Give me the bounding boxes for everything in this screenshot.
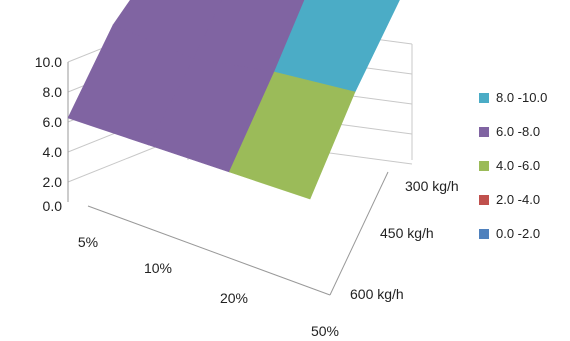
legend-swatch bbox=[479, 195, 489, 205]
legend-swatch bbox=[479, 127, 489, 137]
z-tick-label: 6.0 bbox=[43, 114, 63, 130]
z-tick-label: 2.0 bbox=[43, 174, 63, 190]
y-axis-line bbox=[329, 171, 389, 296]
legend-label: 2.0 -4.0 bbox=[496, 192, 540, 207]
z-tick-label: 0.0 bbox=[43, 198, 63, 214]
floor-axes bbox=[87, 171, 389, 296]
z-tick-label: 10.0 bbox=[35, 54, 62, 70]
y-tick-label: 600 kg/h bbox=[350, 286, 404, 302]
x-tick-labels: 5% 10% 20% 50% bbox=[78, 234, 339, 339]
surface-plot bbox=[67, 0, 400, 200]
x-tick-label: 5% bbox=[78, 234, 98, 250]
x-tick-label: 20% bbox=[220, 290, 248, 306]
y-tick-labels: 300 kg/h 450 kg/h 600 kg/h bbox=[350, 178, 459, 302]
legend-swatch bbox=[479, 161, 489, 171]
legend-label: 0.0 -2.0 bbox=[496, 226, 540, 241]
z-tick-label: 8.0 bbox=[43, 84, 63, 100]
x-tick-label: 10% bbox=[144, 260, 172, 276]
surface-cell bbox=[228, 71, 356, 200]
legend-swatch bbox=[479, 93, 489, 103]
y-tick-label: 450 kg/h bbox=[380, 225, 434, 241]
legend-label: 6.0 -8.0 bbox=[496, 124, 540, 139]
z-tick-labels: 10.0 8.0 6.0 4.0 2.0 0.0 bbox=[35, 54, 62, 214]
legend-label: 8.0 -10.0 bbox=[496, 90, 547, 105]
legend: 8.0 -10.0 6.0 -8.0 4.0 -6.0 2.0 -4.0 0.0 -2.… bbox=[479, 90, 547, 241]
z-tick-label: 4.0 bbox=[43, 144, 63, 160]
y-tick-label: 300 kg/h bbox=[405, 178, 459, 194]
x-tick-label: 50% bbox=[311, 323, 339, 339]
legend-swatch bbox=[479, 229, 489, 239]
x-axis-line bbox=[87, 205, 331, 296]
legend-label: 4.0 -6.0 bbox=[496, 158, 540, 173]
